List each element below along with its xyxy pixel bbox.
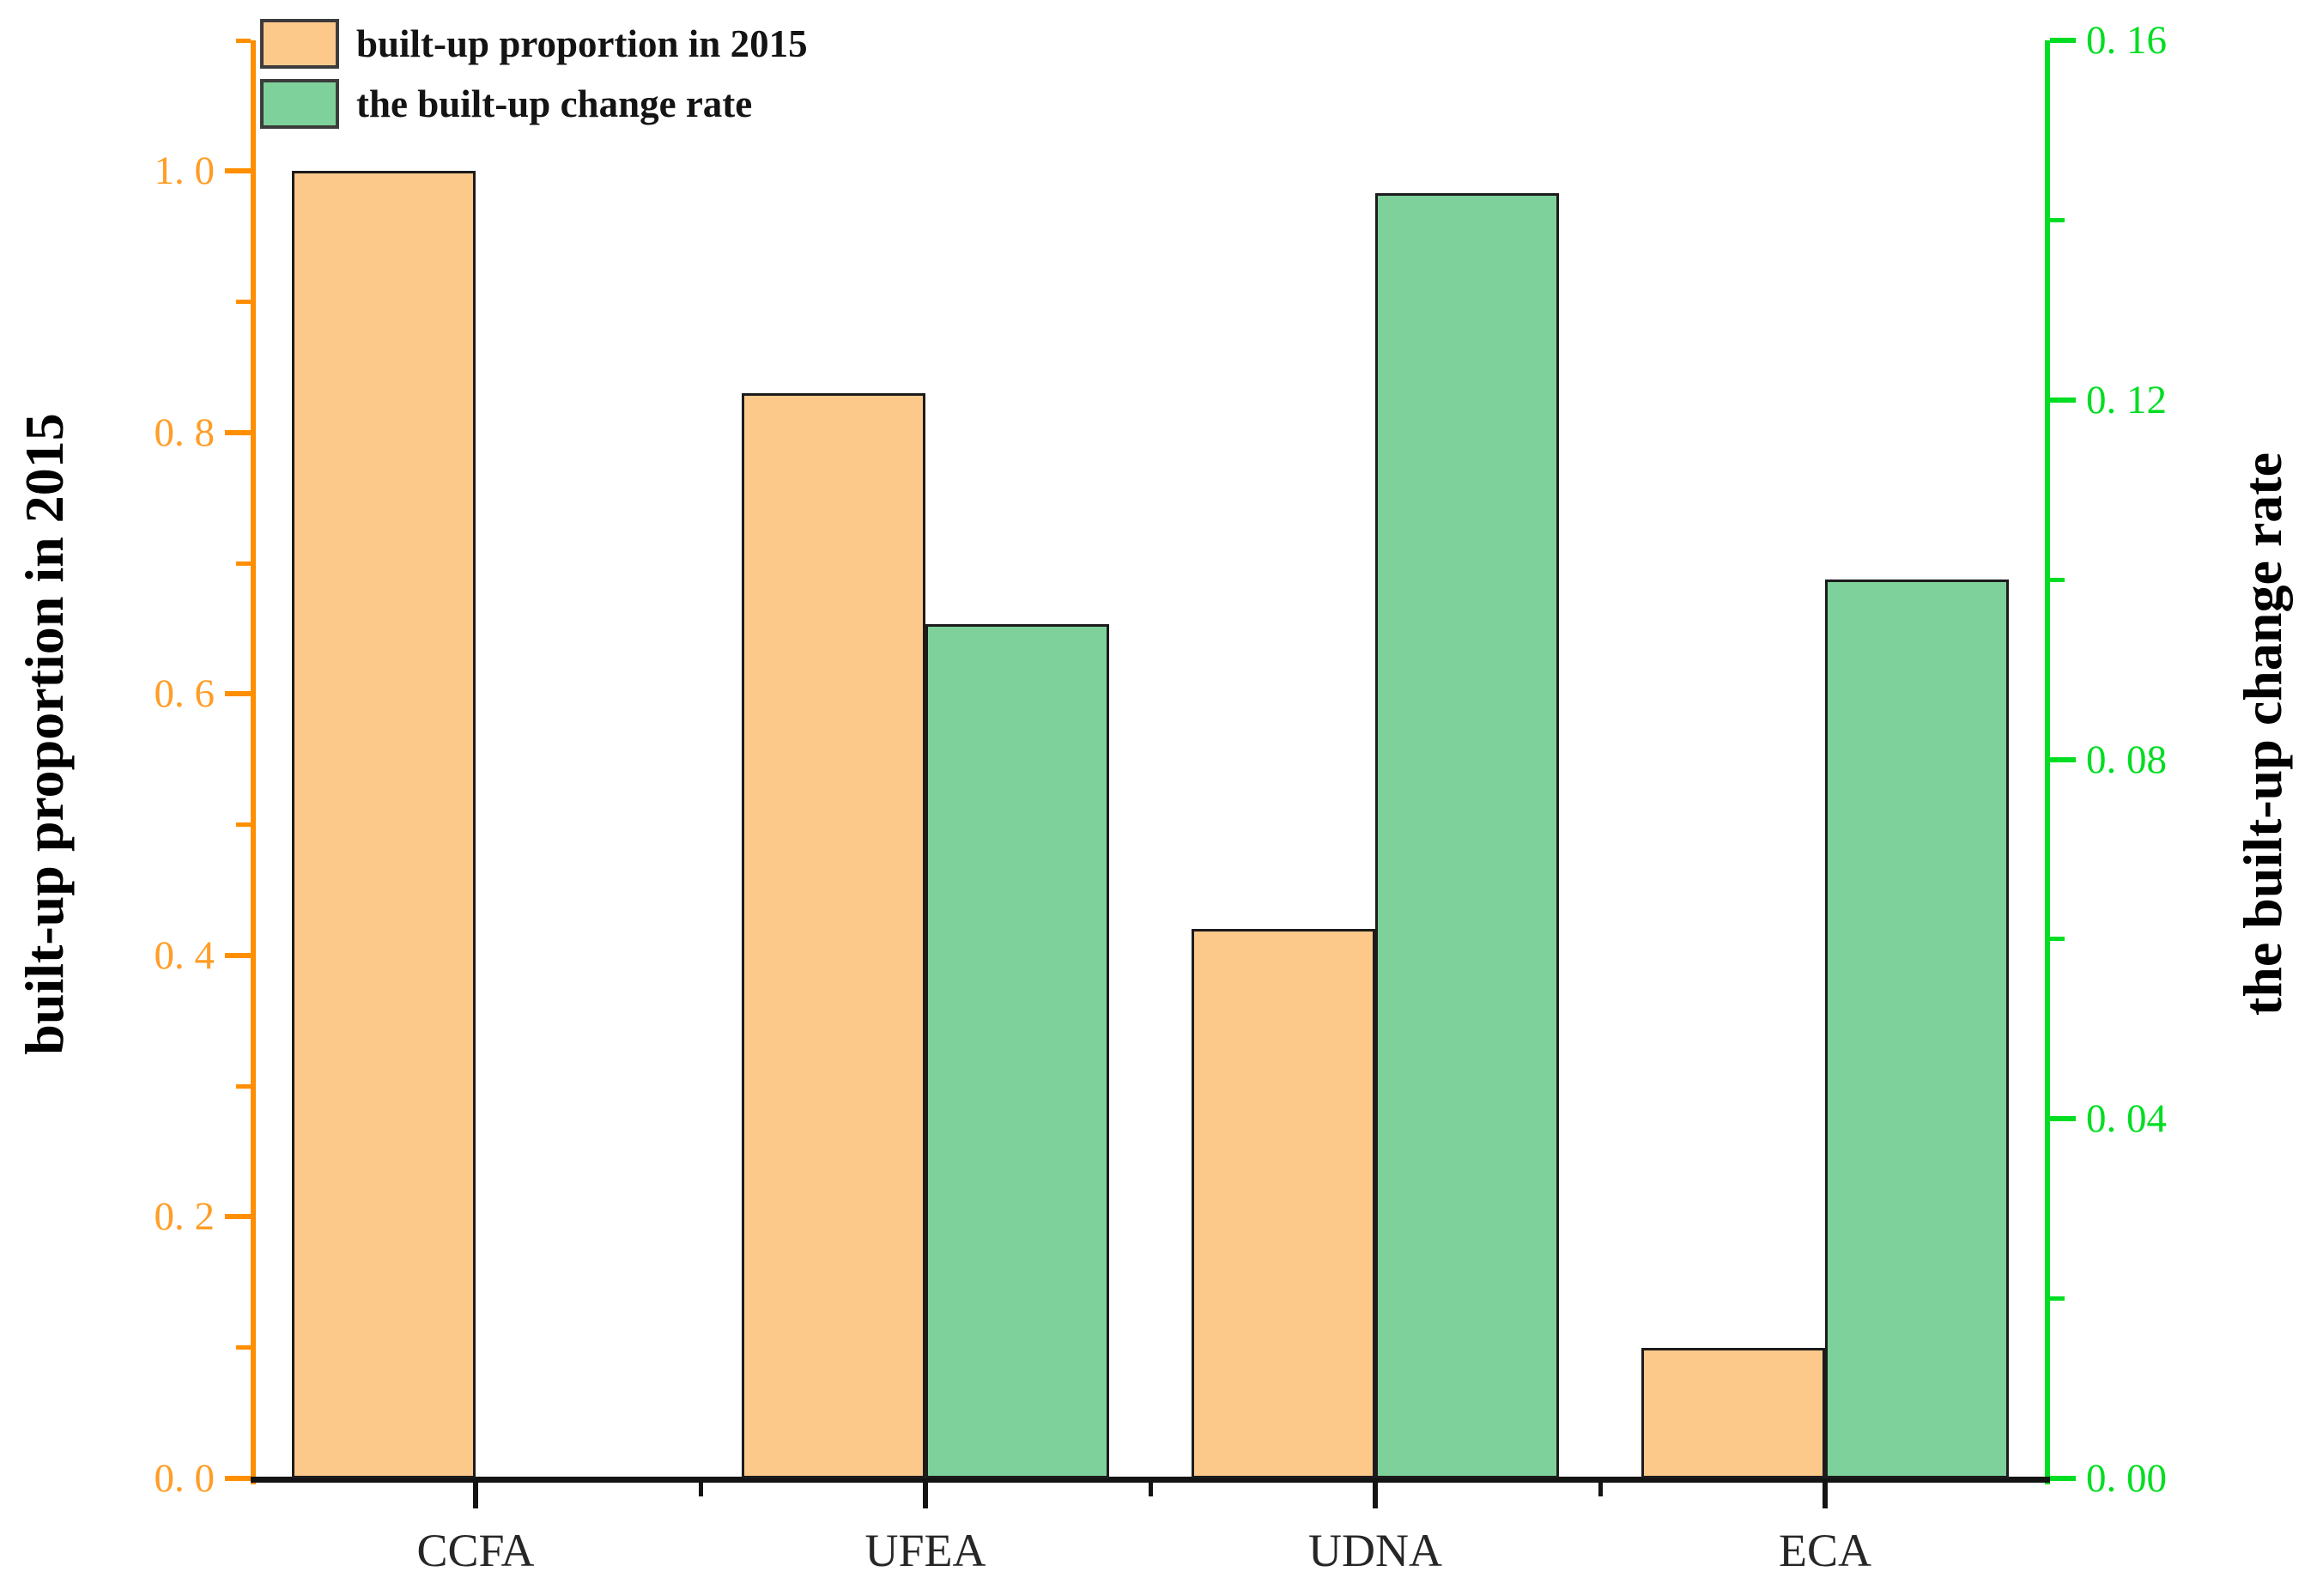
legend-label-proportion: built-up proportion in 2015 bbox=[356, 22, 808, 65]
left-axis-major-tick bbox=[225, 691, 251, 697]
x-axis-category-label: UFEA bbox=[864, 1525, 986, 1576]
left-axis-major-tick bbox=[225, 1214, 251, 1220]
x-axis-minor-tick bbox=[1598, 1483, 1603, 1496]
legend-orange-swatch bbox=[260, 19, 339, 69]
left-axis-minor-tick bbox=[236, 822, 251, 828]
x-axis-minor-tick bbox=[1148, 1483, 1153, 1496]
left-axis-tick-label: 0. 0 bbox=[154, 1456, 215, 1501]
left-axis-tick-label: 0. 6 bbox=[154, 671, 215, 717]
left-axis-tick-label: 0. 2 bbox=[154, 1194, 215, 1240]
left-axis-tick-label: 1. 0 bbox=[154, 149, 215, 194]
x-axis-line bbox=[251, 1477, 2050, 1483]
right-axis-minor-tick bbox=[2050, 1296, 2065, 1302]
right-axis-title: the built-up change rate bbox=[2232, 452, 2293, 1016]
right-axis-major-tick bbox=[2050, 1116, 2076, 1122]
left-axis-minor-tick bbox=[236, 300, 251, 305]
bar-ufea-proportion bbox=[742, 393, 925, 1478]
legend-label-change-rate: the built-up change rate bbox=[356, 82, 753, 125]
legend-green-swatch bbox=[260, 79, 339, 129]
right-axis-minor-tick bbox=[2050, 937, 2065, 942]
left-axis-tick-label: 0. 8 bbox=[154, 410, 215, 455]
right-axis-tick-label: 0. 04 bbox=[2086, 1096, 2167, 1142]
left-axis-minor-tick bbox=[236, 561, 251, 566]
x-axis-minor-tick bbox=[698, 1483, 703, 1496]
left-axis-minor-tick bbox=[236, 38, 251, 43]
left-axis-title: built-up proportion in 2015 bbox=[14, 413, 75, 1055]
right-axis-minor-tick bbox=[2050, 217, 2065, 222]
right-axis-major-tick bbox=[2050, 38, 2076, 43]
bar-udna-change-rate bbox=[1375, 192, 1559, 1478]
right-axis-tick-label: 0. 16 bbox=[2086, 18, 2167, 63]
x-axis-major-tick bbox=[1823, 1483, 1828, 1508]
x-axis-major-tick bbox=[473, 1483, 478, 1508]
left-axis-major-tick bbox=[225, 1476, 251, 1481]
left-axis-minor-tick bbox=[236, 1083, 251, 1089]
left-axis-major-tick bbox=[225, 952, 251, 958]
x-axis-major-tick bbox=[1373, 1483, 1378, 1508]
right-axis-spine bbox=[2045, 40, 2050, 1484]
bar-udna-proportion bbox=[1192, 929, 1375, 1478]
left-axis-major-tick bbox=[225, 168, 251, 174]
bar-eca-proportion bbox=[1641, 1347, 1825, 1478]
right-axis-tick-label: 0. 00 bbox=[2086, 1456, 2167, 1501]
right-axis-major-tick bbox=[2050, 1476, 2076, 1481]
x-axis-category-label: ECA bbox=[1779, 1525, 1871, 1576]
right-axis-minor-tick bbox=[2050, 577, 2065, 582]
right-axis-major-tick bbox=[2050, 397, 2076, 403]
left-axis-major-tick bbox=[225, 429, 251, 435]
left-axis-tick-label: 0. 4 bbox=[154, 932, 215, 978]
bar-ccfa-proportion bbox=[292, 171, 476, 1478]
x-axis-category-label: CCFA bbox=[416, 1525, 535, 1576]
right-axis-tick-label: 0. 12 bbox=[2086, 377, 2167, 422]
right-axis-major-tick bbox=[2050, 756, 2076, 762]
x-axis-major-tick bbox=[923, 1483, 928, 1508]
right-axis-tick-label: 0. 08 bbox=[2086, 737, 2167, 782]
left-axis-spine bbox=[251, 40, 256, 1484]
bar-eca-change-rate bbox=[1825, 580, 2009, 1478]
left-axis-minor-tick bbox=[236, 1345, 251, 1350]
bar-ufea-change-rate bbox=[925, 624, 1109, 1478]
x-axis-category-label: UDNA bbox=[1308, 1525, 1442, 1576]
